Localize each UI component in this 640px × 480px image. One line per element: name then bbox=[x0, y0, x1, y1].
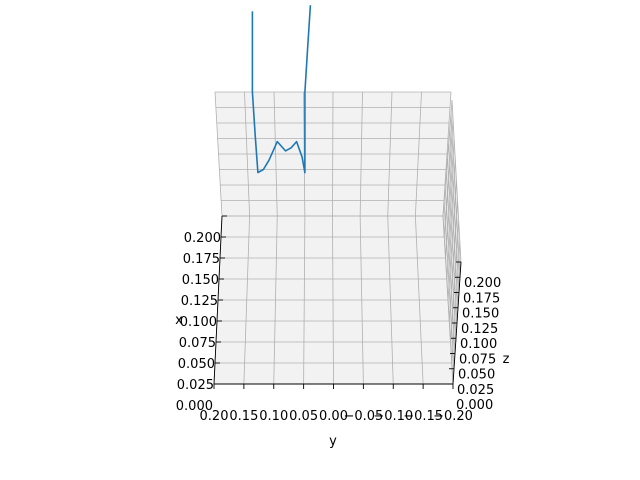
x-tick-label: 0.175 bbox=[183, 252, 220, 267]
grid-line bbox=[448, 143, 459, 308]
grid-line bbox=[450, 114, 461, 278]
grid-line bbox=[443, 120, 454, 238]
y-tick-label: 0.15 bbox=[229, 409, 258, 424]
z-tick-label: 0.100 bbox=[460, 337, 497, 352]
axis-panes bbox=[214, 92, 461, 384]
y-tick-label: −0.05 bbox=[343, 409, 383, 424]
y-tick-label: −0.20 bbox=[433, 409, 473, 424]
x-tick-label: 0.075 bbox=[179, 336, 216, 351]
grid-line bbox=[442, 215, 454, 385]
grid-line bbox=[449, 128, 460, 293]
grid-line bbox=[359, 215, 364, 385]
x-tick-label: 0.200 bbox=[184, 231, 221, 246]
series-layer bbox=[251, 5, 312, 174]
tick-labels: 0.20 0.15 0.10 0.05 0.00−0.05−0.10−0.15−0.20… bbox=[176, 231, 501, 424]
y-tick-label: 0.10 bbox=[259, 409, 288, 424]
y-tick-label: 0.00 bbox=[319, 409, 348, 424]
z-tick-label: 0.150 bbox=[462, 307, 499, 322]
z-tick-label: 0.175 bbox=[463, 291, 500, 306]
z-tick-label: 0.050 bbox=[458, 368, 495, 383]
z-tick-label: 0.075 bbox=[459, 352, 496, 367]
x-axis-label: x bbox=[175, 313, 183, 328]
z-tick-label: 0.125 bbox=[461, 322, 498, 337]
x-tick-label: 0.000 bbox=[176, 399, 213, 414]
grid-line bbox=[445, 140, 455, 259]
tick-marks bbox=[213, 215, 461, 389]
z-tick-label: 0.025 bbox=[457, 383, 494, 398]
grid-line bbox=[387, 91, 393, 217]
grid-line bbox=[446, 160, 456, 280]
grid-line bbox=[359, 91, 363, 217]
y-tick-label: 0.20 bbox=[200, 409, 229, 424]
x-tick-label: 0.050 bbox=[178, 357, 215, 372]
x-tick-label: 0.025 bbox=[177, 378, 214, 393]
z-tick-label: 0.000 bbox=[456, 398, 493, 413]
x-tick-label: 0.100 bbox=[180, 315, 217, 330]
axis-labels: y x z bbox=[175, 313, 509, 449]
y-axis-label: y bbox=[329, 434, 337, 449]
grid-line bbox=[387, 215, 394, 385]
y-tick-label: −0.15 bbox=[403, 409, 443, 424]
y-tick-label: 0.05 bbox=[289, 409, 318, 424]
grid-line bbox=[442, 99, 453, 217]
grid-line bbox=[451, 99, 462, 263]
grid-line bbox=[414, 215, 424, 385]
grid-line bbox=[414, 91, 422, 217]
z-axis-label: z bbox=[503, 352, 510, 367]
z-tick-label: 0.200 bbox=[464, 276, 501, 291]
y-tick-label: −0.10 bbox=[373, 409, 413, 424]
x-tick-label: 0.150 bbox=[182, 273, 219, 288]
series-line bbox=[251, 5, 312, 174]
grid-line bbox=[447, 157, 458, 324]
x-tick-label: 0.125 bbox=[181, 294, 218, 309]
